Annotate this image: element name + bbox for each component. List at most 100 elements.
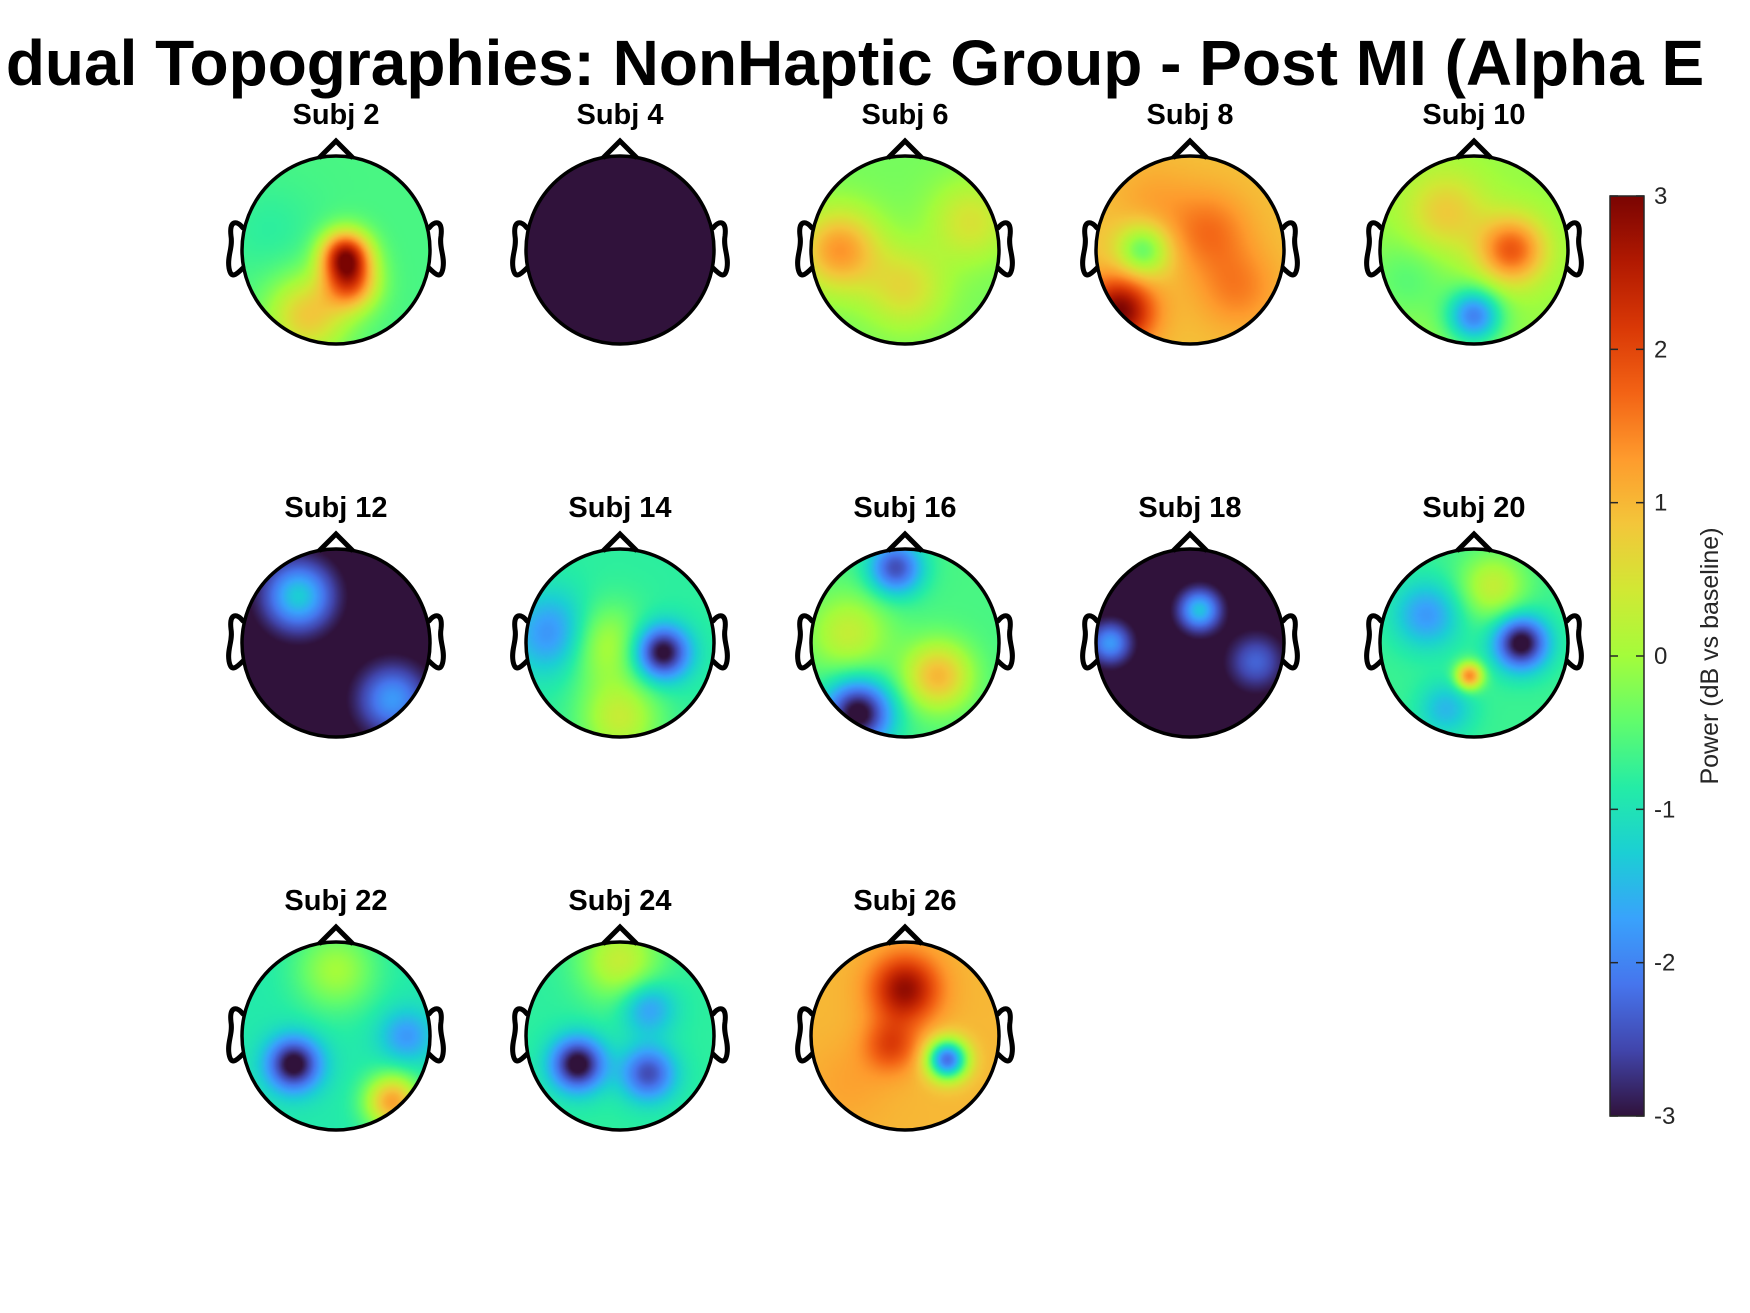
topo-map (526, 156, 714, 344)
colorbar-ticks: 3 2 1 0 -1 -2 -3 (1610, 183, 1675, 1130)
figure-title: dual Topographies: NonHaptic Group - Pos… (6, 27, 1704, 99)
left-ear (226, 220, 246, 278)
colorbar-label: Power (dB vs baseline) (1696, 527, 1724, 784)
topo-panel: Subj 26 (795, 885, 1015, 1132)
head-outline (240, 940, 432, 1132)
left-ear (510, 220, 530, 278)
right-ear (1564, 220, 1584, 278)
panel-title: Subj 24 (568, 885, 671, 917)
panel-title: Subj 18 (1138, 492, 1241, 524)
left-ear (226, 613, 246, 671)
topo-map (242, 156, 430, 344)
nose (601, 923, 639, 946)
right-ear (995, 220, 1015, 278)
panel-title: Subj 2 (292, 99, 379, 131)
colorbar-tick-label: -1 (1654, 796, 1675, 823)
topo-panel: Subj 14 (510, 492, 730, 739)
colorbar-tick-label: 2 (1654, 336, 1667, 363)
head-outline (524, 940, 716, 1132)
colorbar: 3 2 1 0 -1 -2 -3 Power (dB vs baseline) (1609, 183, 1724, 1130)
colorbar-tick-label: 0 (1654, 643, 1667, 670)
topo-map (1380, 549, 1568, 737)
left-ear (510, 613, 530, 671)
topo-panel: Subj 16 (795, 492, 1015, 739)
topo-map (242, 942, 430, 1130)
head-outline (1378, 154, 1570, 346)
nose (317, 137, 355, 160)
left-ear (795, 220, 815, 278)
head-outline (240, 154, 432, 346)
panel-title: Subj 22 (284, 885, 387, 917)
head-outline (524, 547, 716, 739)
right-ear (710, 220, 730, 278)
topo-map (242, 549, 430, 737)
head-outline (809, 940, 1001, 1132)
colorbar-tick-label: -3 (1654, 1103, 1675, 1130)
left-ear (795, 1006, 815, 1064)
nose (886, 923, 924, 946)
topo-panel: Subj 22 (226, 885, 446, 1132)
panel-title: Subj 16 (853, 492, 956, 524)
left-ear (1080, 613, 1100, 671)
topography-grid: Subj 2 Subj 4 Subj 6 Subj 8 Subj 10 Subj 12 Su… (226, 99, 1584, 1132)
nose (317, 530, 355, 553)
left-ear (510, 1006, 530, 1064)
topo-map (526, 942, 714, 1130)
topo-panel: Subj 6 (795, 99, 1015, 346)
head-outline (240, 547, 432, 739)
right-ear (1280, 220, 1300, 278)
right-ear (426, 613, 446, 671)
panel-title: Subj 4 (576, 99, 663, 131)
topo-panel: Subj 2 (226, 99, 446, 346)
nose (886, 137, 924, 160)
panel-title: Subj 8 (1146, 99, 1233, 131)
left-ear (1364, 220, 1384, 278)
colorbar-tick-label: -2 (1654, 950, 1675, 977)
nose (1455, 530, 1493, 553)
head-outline (809, 154, 1001, 346)
right-ear (710, 613, 730, 671)
panel-title: Subj 20 (1422, 492, 1525, 524)
right-ear (426, 220, 446, 278)
topo-map (811, 549, 999, 737)
panel-title: Subj 12 (284, 492, 387, 524)
nose (886, 530, 924, 553)
left-ear (226, 1006, 246, 1064)
topo-map (526, 549, 714, 737)
topo-panel: Subj 8 (1080, 99, 1300, 346)
left-ear (1364, 613, 1384, 671)
right-ear (995, 613, 1015, 671)
head-outline (524, 154, 716, 346)
topo-map (1380, 156, 1568, 344)
topo-panel: Subj 18 (1080, 492, 1300, 739)
topo-map (811, 156, 999, 344)
colorbar-tick-label: 1 (1654, 490, 1667, 517)
left-ear (1080, 220, 1100, 278)
nose (1171, 530, 1209, 553)
right-ear (710, 1006, 730, 1064)
topo-panel: Subj 10 (1364, 99, 1584, 346)
nose (601, 137, 639, 160)
right-ear (426, 1006, 446, 1064)
colorbar-tick-label: 3 (1654, 183, 1667, 210)
panel-title: Subj 26 (853, 885, 956, 917)
topo-panel: Subj 24 (510, 885, 730, 1132)
right-ear (1564, 613, 1584, 671)
topo-map (811, 942, 999, 1130)
right-ear (1280, 613, 1300, 671)
topo-map (1096, 156, 1284, 344)
panel-title: Subj 14 (568, 492, 671, 524)
head-outline (1378, 547, 1570, 739)
topo-panel: Subj 12 (226, 492, 446, 739)
right-ear (995, 1006, 1015, 1064)
panel-title: Subj 10 (1422, 99, 1525, 131)
head-outline (809, 547, 1001, 739)
topo-map (1096, 549, 1284, 737)
nose (317, 923, 355, 946)
left-ear (795, 613, 815, 671)
head-outline (1094, 154, 1286, 346)
panel-title: Subj 6 (861, 99, 948, 131)
topo-panel: Subj 4 (510, 99, 730, 346)
nose (601, 530, 639, 553)
